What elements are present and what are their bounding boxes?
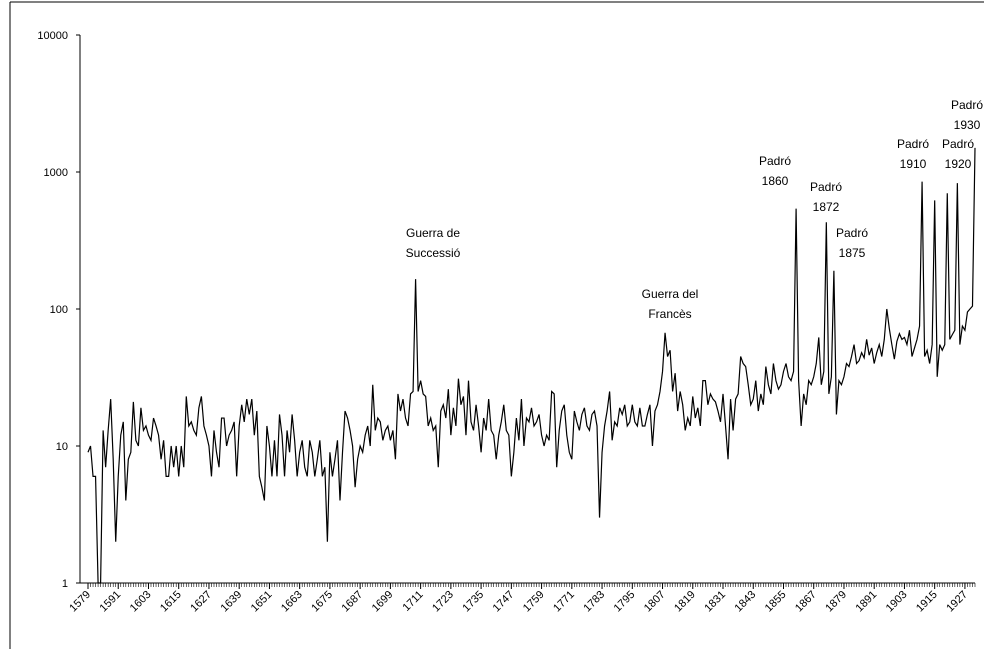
y-tick-label: 1: [62, 578, 68, 590]
annotation: 1920: [945, 157, 972, 171]
annotation: Padró: [759, 154, 791, 168]
x-tick-label: 1771: [551, 589, 577, 615]
annotation: 1860: [762, 174, 789, 188]
x-tick-label: 1687: [339, 589, 365, 615]
x-tick-label: 1579: [67, 589, 93, 615]
annotation: 1930: [954, 118, 981, 132]
x-tick-label: 1663: [279, 589, 305, 615]
x-tick-label: 1639: [219, 589, 245, 615]
x-tick-label: 1747: [491, 589, 517, 615]
y-tick-label: 10: [56, 441, 68, 453]
y-tick-label: 100: [50, 304, 68, 316]
x-tick-label: 1627: [188, 589, 214, 615]
x-tick-label: 1795: [612, 589, 638, 615]
annotation: Guerra de: [406, 226, 460, 240]
x-tick-label: 1879: [823, 589, 849, 615]
y-tick-label: 1000: [44, 167, 68, 179]
annotation: Guerra del: [642, 287, 699, 301]
x-tick-label: 1603: [128, 589, 154, 615]
annotation: 1875: [839, 246, 866, 260]
x-tick-label: 1927: [944, 589, 970, 615]
x-tick-label: 1831: [702, 589, 728, 615]
x-tick-label: 1591: [98, 589, 124, 615]
annotation: Padró: [836, 226, 868, 240]
data-line: [87, 147, 976, 584]
x-tick-label: 1711: [401, 589, 426, 614]
annotation: 1910: [900, 157, 927, 171]
x-tick-label: 1807: [642, 589, 668, 615]
x-tick-label: 1867: [793, 589, 819, 615]
x-tick-label: 1651: [249, 589, 275, 615]
x-tick-label: 1675: [309, 589, 335, 615]
x-tick-label: 1915: [914, 589, 940, 615]
x-tick-label: 1723: [430, 589, 456, 615]
annotation: Padró: [810, 180, 842, 194]
x-tick-label: 1891: [854, 589, 880, 615]
x-tick-label: 1783: [581, 589, 607, 615]
x-tick-label: 1699: [370, 589, 396, 615]
annotation: Padró: [942, 137, 974, 151]
annotation: Francès: [648, 307, 691, 321]
x-tick-label: 1843: [733, 589, 759, 615]
x-tick-label: 1903: [884, 589, 910, 615]
x-tick-label: 1759: [521, 589, 547, 615]
x-tick-label: 1735: [460, 589, 486, 615]
x-tick-label: 1855: [763, 589, 789, 615]
annotation: Successió: [406, 246, 461, 260]
x-tick-label: 1819: [672, 589, 698, 615]
y-tick-label: 10000: [37, 30, 68, 42]
annotation: 1872: [813, 200, 840, 214]
annotation: Padró: [897, 137, 929, 151]
x-tick-label: 1615: [158, 589, 184, 615]
annotation: Padró: [951, 98, 983, 112]
